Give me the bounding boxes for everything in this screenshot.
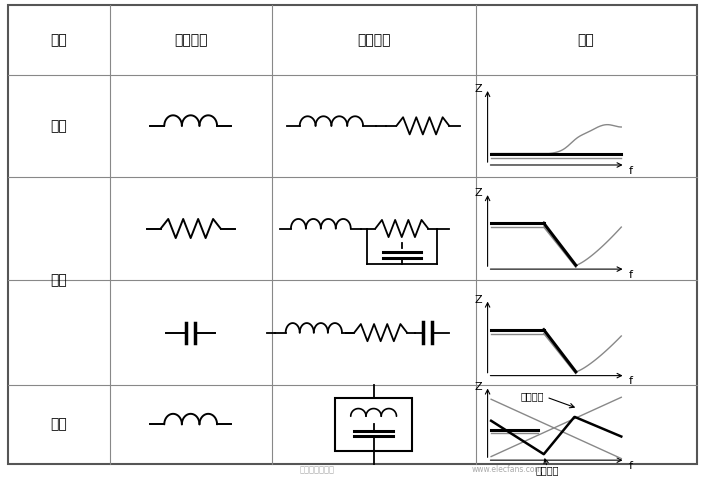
- Text: 並聯譜振: 並聯譜振: [520, 391, 544, 400]
- Text: f: f: [628, 270, 632, 280]
- Text: 元件: 元件: [51, 33, 68, 47]
- Text: Z: Z: [474, 84, 482, 94]
- Text: www.elecfans.com: www.elecfans.com: [472, 465, 543, 474]
- FancyBboxPatch shape: [335, 398, 412, 451]
- Text: Z: Z: [474, 295, 482, 305]
- Text: 電阻: 電阻: [51, 274, 68, 287]
- Text: 高頻行為: 高頻行為: [357, 33, 391, 47]
- Text: 電容: 電容: [51, 417, 68, 431]
- Text: f: f: [628, 461, 632, 471]
- Text: 響應: 響應: [577, 33, 594, 47]
- Text: Z: Z: [474, 188, 482, 198]
- Text: f: f: [628, 166, 632, 176]
- Text: 低頻行為: 低頻行為: [174, 33, 207, 47]
- Text: Z: Z: [474, 382, 482, 392]
- Text: f: f: [628, 376, 632, 387]
- Text: 微信電子技攻友: 微信電子技攻友: [300, 465, 335, 474]
- Text: 串聯譜振: 串聯譜振: [536, 466, 559, 476]
- Text: 電線: 電線: [51, 119, 68, 133]
- FancyBboxPatch shape: [8, 5, 697, 464]
